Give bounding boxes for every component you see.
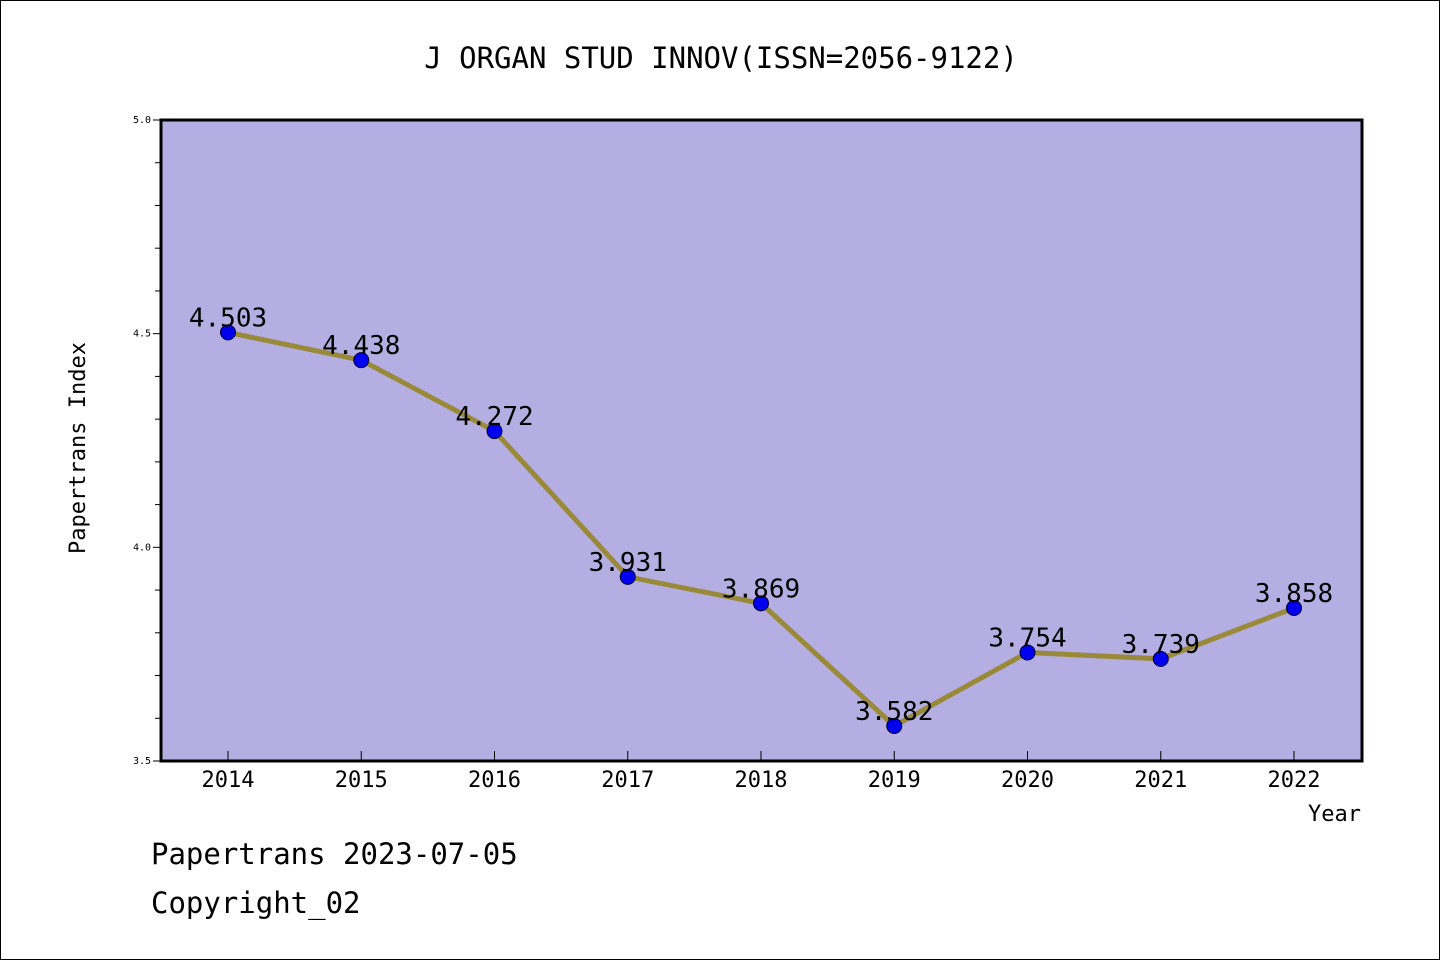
y-tick-label: 4.5	[133, 329, 151, 340]
data-label: 3.869	[722, 574, 800, 604]
chart-title: J ORGAN STUD INNOV(ISSN=2056-9122)	[424, 41, 1018, 75]
x-tick-label: 2016	[468, 768, 521, 793]
data-point	[753, 595, 769, 612]
x-tick-label: 2021	[1134, 768, 1187, 793]
x-tick-label: 2018	[735, 768, 788, 793]
y-tick-label: 4.0	[133, 542, 151, 553]
y-tick-label: 3.5	[133, 756, 151, 767]
data-label: 3.754	[988, 623, 1066, 653]
data-point	[1286, 600, 1302, 617]
x-tick-label: 2014	[202, 768, 255, 793]
data-label: 4.503	[189, 303, 267, 333]
x-tick-label: 2015	[335, 768, 388, 793]
data-labels: 4.503 4.438 4.272 3.931 3.869 3.582 3.754 3.739…	[189, 303, 1333, 727]
data-point	[486, 423, 503, 440]
data-point	[1019, 644, 1036, 661]
footer-date-text: Papertrans 2023-07-05	[151, 837, 518, 871]
data-markers	[220, 324, 1302, 734]
plot-area	[159, 118, 1364, 763]
data-label: 3.582	[855, 697, 933, 727]
data-point	[220, 324, 236, 341]
data-point	[1152, 650, 1169, 667]
data-label: 3.739	[1122, 630, 1200, 660]
x-tick-label: 2019	[868, 768, 921, 793]
x-tick-label: 2020	[1001, 768, 1054, 793]
x-tick-label: 2022	[1268, 768, 1321, 793]
y-axis-ticks: 3.5 4.0 4.5 5.0	[133, 115, 161, 767]
data-label: 4.272	[455, 402, 533, 432]
data-point	[619, 568, 636, 585]
x-tick-label: 2017	[601, 768, 654, 793]
data-point	[886, 717, 903, 734]
y-tick-label: 5.0	[133, 115, 151, 126]
x-axis-label: Year	[1308, 802, 1361, 827]
footer-copyright-text: Copyright_02	[151, 886, 361, 920]
data-label: 4.438	[322, 331, 400, 361]
data-label: 3.858	[1255, 579, 1333, 609]
data-label: 3.931	[589, 548, 667, 578]
x-axis-ticks: 2014 2015 2016 2017 2018 2019 2020 2021 2022	[202, 751, 1321, 793]
data-point	[353, 352, 370, 369]
y-axis-label: Papertrans Index	[66, 342, 91, 554]
